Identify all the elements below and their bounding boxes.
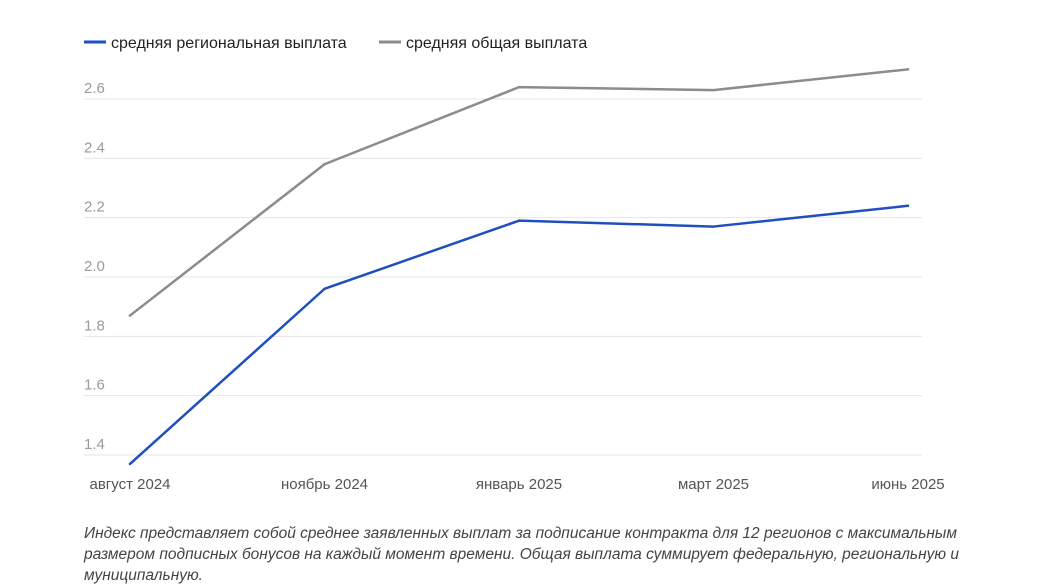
x-tick-label: август 2024 (89, 476, 170, 493)
legend-label-total: средняя общая выплата (406, 35, 587, 52)
x-tick-label: март 2025 (678, 476, 749, 493)
line-chart: средняя региональная выплата средняя общ… (84, 35, 945, 493)
series-1-point (712, 88, 715, 92)
legend-label-regional: средняя региональная выплата (111, 35, 347, 52)
y-tick-label: 1.8 (84, 317, 105, 334)
x-tick-label: ноябрь 2024 (281, 476, 368, 493)
x-tick-label: июнь 2025 (871, 476, 944, 493)
series-1-point (906, 68, 910, 71)
series-line-0 (128, 204, 910, 466)
series-line-1 (128, 68, 910, 317)
series-1-point (517, 85, 521, 89)
y-tick-label: 2.6 (84, 80, 105, 97)
series-1-point (128, 314, 132, 317)
series-lines (128, 68, 910, 466)
chart-legend: средняя региональная выплата средняя общ… (84, 35, 587, 52)
y-tick-label: 1.6 (84, 377, 105, 394)
series-0-point (906, 204, 910, 207)
series-0-point (128, 462, 132, 466)
y-tick-label: 2.0 (84, 258, 105, 275)
y-tick-label: 2.4 (84, 139, 105, 156)
chart-note: Индекс представляет собой среднее заявле… (84, 525, 959, 584)
series-0-point (712, 225, 715, 228)
series-1-point (323, 163, 326, 166)
series-0-point (323, 287, 326, 291)
x-axis-ticks: август 2024 ноябрь 2024 январь 2025 март 20… (89, 476, 944, 493)
x-tick-label: январь 2025 (476, 476, 562, 493)
y-tick-label: 2.2 (84, 199, 105, 216)
series-0-point (517, 219, 521, 222)
y-tick-label: 1.4 (84, 436, 105, 453)
y-axis-ticks: 1.4 1.6 1.8 2.0 2.2 2.4 2.6 (84, 80, 105, 453)
gridlines (84, 98, 922, 456)
